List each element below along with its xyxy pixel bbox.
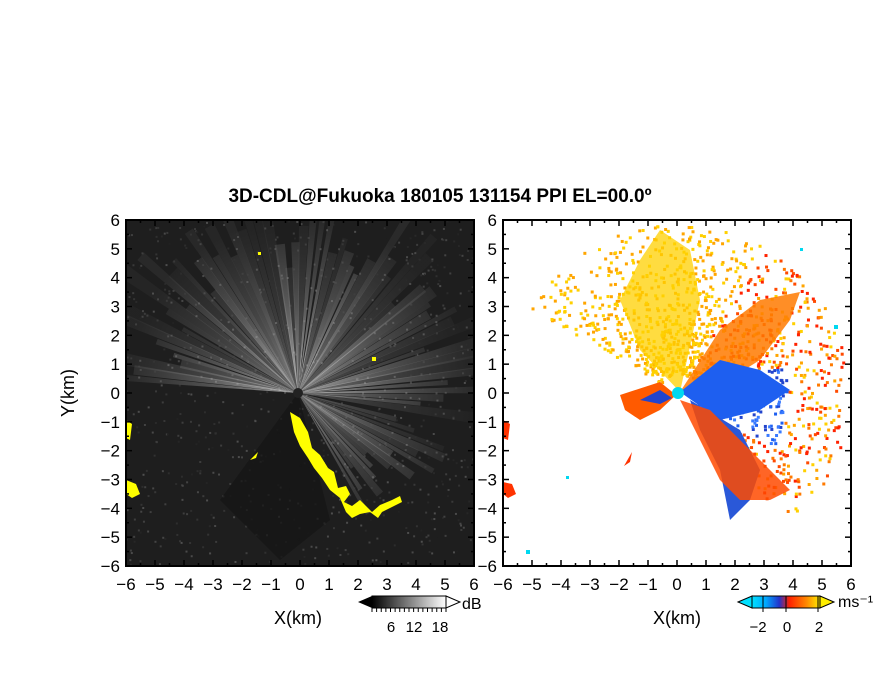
x-tick-label: 6 [469, 575, 478, 594]
y-tick-label: 3 [488, 298, 497, 317]
y-tick-label: −2 [478, 442, 497, 461]
x-tick-label: 2 [353, 575, 362, 594]
left-colorbar-tick: 6 [387, 619, 395, 636]
x-tick-label: 0 [295, 575, 304, 594]
y-tick-label: 5 [488, 240, 497, 259]
x-tick-label: −2 [609, 575, 628, 594]
y-tick-label: 4 [111, 269, 120, 288]
chart-title: 3D-CDL@Fukuoka 180105 131154 PPI EL=00.0… [228, 186, 652, 207]
left-colorbar: dB 6 12 18 [358, 595, 482, 636]
y-tick-label: 6 [111, 211, 120, 230]
y-tick-label: −5 [101, 528, 120, 547]
right-colorbar-tick: 0 [783, 619, 791, 636]
left-ylabel: Y(km) [58, 369, 78, 417]
x-tick-label: 6 [846, 575, 855, 594]
right-panel: −6 −5 −4 −3 −2 −1 0 1 2 3 4 5 6 6 5 4 3 2 1 0 −1 −2 −3 −4 −5 −6 [478, 211, 856, 594]
x-tick-label: −3 [580, 575, 599, 594]
x-tick-label: −4 [551, 575, 570, 594]
x-tick-label: −5 [145, 575, 164, 594]
x-tick-label: −5 [522, 575, 541, 594]
x-tick-label: 3 [759, 575, 768, 594]
y-tick-label: −4 [478, 499, 497, 518]
right-colorbar-tick: 2 [815, 619, 823, 636]
left-colorbar-unit: dB [462, 596, 482, 613]
y-tick-label: 4 [488, 269, 497, 288]
left-colorbar-tick: 18 [432, 619, 449, 636]
y-tick-label: 0 [111, 384, 120, 403]
x-tick-label: 2 [730, 575, 739, 594]
y-tick-label: −3 [101, 471, 120, 490]
y-tick-label: 3 [111, 298, 120, 317]
y-tick-label: 1 [111, 355, 120, 374]
x-tick-label: −4 [174, 575, 193, 594]
bright-beam-sector [126, 220, 474, 515]
x-tick-label: 0 [672, 575, 681, 594]
right-xlabel: X(km) [653, 608, 701, 628]
y-tick-label: −3 [478, 471, 497, 490]
y-tick-label: −1 [478, 413, 497, 432]
y-tick-label: 0 [488, 384, 497, 403]
velocity-field [503, 225, 846, 554]
x-tick-label: 4 [788, 575, 797, 594]
x-tick-label: −1 [638, 575, 657, 594]
x-tick-label: 4 [411, 575, 420, 594]
x-tick-label: 1 [324, 575, 333, 594]
y-tick-label: −4 [101, 499, 120, 518]
y-tick-label: −5 [478, 528, 497, 547]
y-tick-label: −6 [478, 557, 497, 576]
right-colorbar-tick: −2 [749, 619, 766, 636]
right-colorbar: ms⁻¹ −2 0 2 [736, 594, 873, 636]
x-tick-label: 3 [382, 575, 391, 594]
y-tick-label: −1 [101, 413, 120, 432]
y-tick-label: −6 [101, 557, 120, 576]
left-xlabel: X(km) [274, 608, 322, 628]
right-colorbar-unit: ms⁻¹ [838, 594, 873, 611]
left-axes: −6 −5 −4 −3 −2 −1 0 1 2 3 4 5 6 6 5 4 3 2 1 0 −1 −2 −3 −4 −5 −6 [101, 211, 479, 594]
right-axes: −6 −5 −4 −3 −2 −1 0 1 2 3 4 5 6 6 5 4 3 2 1 0 −1 −2 −3 −4 −5 −6 [478, 211, 856, 594]
x-tick-label: 5 [817, 575, 826, 594]
y-tick-label: 6 [488, 211, 497, 230]
x-tick-label: 5 [440, 575, 449, 594]
y-tick-label: 5 [111, 240, 120, 259]
x-tick-label: −1 [261, 575, 280, 594]
x-tick-label: −3 [203, 575, 222, 594]
y-tick-label: 1 [488, 355, 497, 374]
yellow-echo-regions [126, 252, 402, 518]
y-tick-label: 2 [111, 326, 120, 345]
y-tick-label: −2 [101, 442, 120, 461]
x-tick-label: −2 [232, 575, 251, 594]
x-tick-label: 1 [701, 575, 710, 594]
x-tick-label: −6 [116, 575, 135, 594]
x-tick-label: −6 [493, 575, 512, 594]
left-colorbar-tick: 12 [406, 619, 423, 636]
y-tick-label: 2 [488, 326, 497, 345]
left-panel: −6 −5 −4 −3 −2 −1 0 1 2 3 4 5 6 6 5 4 3 2 1 0 −1 −2 −3 −4 −5 −6 [101, 211, 479, 594]
